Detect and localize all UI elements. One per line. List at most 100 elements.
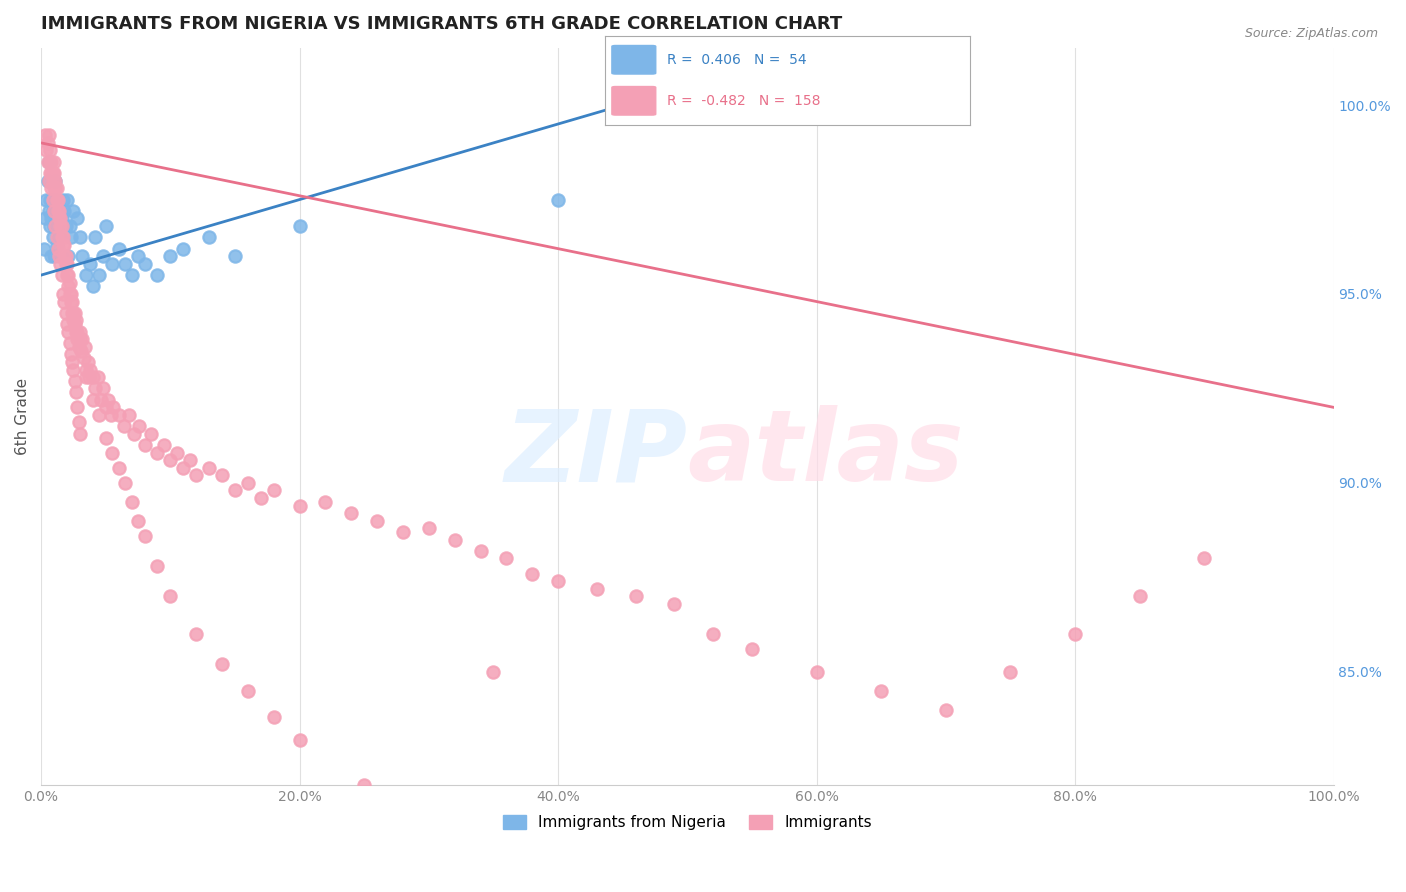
Point bbox=[134, 257, 156, 271]
Point bbox=[41, 181, 63, 195]
Text: ZIP: ZIP bbox=[505, 405, 688, 502]
Point bbox=[66, 332, 89, 346]
Point bbox=[65, 385, 87, 400]
Point bbox=[42, 230, 65, 244]
Point bbox=[59, 294, 82, 309]
Point bbox=[340, 506, 363, 520]
Point bbox=[82, 279, 104, 293]
Point bbox=[1064, 627, 1087, 641]
Point bbox=[60, 306, 83, 320]
Point bbox=[41, 166, 63, 180]
Point bbox=[42, 219, 65, 233]
Point bbox=[51, 219, 73, 233]
Point bbox=[146, 268, 169, 282]
Point bbox=[39, 154, 62, 169]
Point bbox=[121, 268, 143, 282]
Point bbox=[91, 249, 114, 263]
Point bbox=[79, 257, 101, 271]
Point bbox=[97, 392, 120, 407]
Point bbox=[77, 370, 100, 384]
Point bbox=[42, 203, 65, 218]
Point bbox=[58, 279, 80, 293]
Point bbox=[186, 468, 208, 483]
Point bbox=[42, 181, 65, 195]
Point bbox=[45, 238, 67, 252]
Point bbox=[45, 193, 67, 207]
Point bbox=[39, 219, 62, 233]
Point bbox=[637, 98, 659, 112]
Point bbox=[166, 445, 188, 459]
Point bbox=[53, 238, 76, 252]
Point bbox=[42, 249, 65, 263]
Point bbox=[49, 211, 72, 226]
Text: IMMIGRANTS FROM NIGERIA VS IMMIGRANTS 6TH GRADE CORRELATION CHART: IMMIGRANTS FROM NIGERIA VS IMMIGRANTS 6T… bbox=[41, 15, 842, 33]
Point bbox=[55, 257, 77, 271]
Point bbox=[114, 257, 136, 271]
Point bbox=[75, 268, 97, 282]
Point bbox=[198, 460, 221, 475]
Point bbox=[66, 401, 89, 415]
Point bbox=[70, 343, 93, 358]
Point bbox=[547, 574, 569, 588]
Point bbox=[44, 174, 66, 188]
Point bbox=[39, 193, 62, 207]
Point bbox=[42, 193, 65, 207]
Point bbox=[56, 268, 79, 282]
Point bbox=[48, 211, 70, 226]
Point bbox=[65, 313, 87, 327]
Point bbox=[94, 401, 117, 415]
Point bbox=[59, 230, 82, 244]
Point bbox=[58, 336, 80, 351]
Point bbox=[42, 154, 65, 169]
Point bbox=[34, 211, 56, 226]
Point bbox=[51, 211, 73, 226]
Point bbox=[38, 203, 60, 218]
Point bbox=[58, 287, 80, 301]
Point bbox=[34, 128, 56, 143]
Point bbox=[62, 203, 84, 218]
Point bbox=[52, 193, 75, 207]
Point bbox=[288, 732, 311, 747]
Point bbox=[37, 136, 59, 150]
Point bbox=[48, 249, 70, 263]
Point bbox=[418, 815, 440, 830]
Point bbox=[72, 249, 94, 263]
Text: R =  0.406   N =  54: R = 0.406 N = 54 bbox=[666, 53, 807, 67]
Point bbox=[263, 483, 285, 498]
FancyBboxPatch shape bbox=[612, 87, 655, 115]
Point bbox=[41, 249, 63, 263]
Point bbox=[107, 460, 129, 475]
Point bbox=[42, 166, 65, 180]
Point bbox=[51, 268, 73, 282]
Point bbox=[101, 257, 124, 271]
Point bbox=[58, 249, 80, 263]
Point bbox=[153, 438, 176, 452]
Point bbox=[89, 408, 111, 422]
Point bbox=[52, 230, 75, 244]
Point bbox=[82, 392, 104, 407]
Point bbox=[35, 193, 58, 207]
Point bbox=[236, 475, 259, 490]
Point bbox=[118, 408, 141, 422]
Point bbox=[44, 193, 66, 207]
Point bbox=[470, 544, 492, 558]
Point bbox=[134, 529, 156, 543]
Point bbox=[75, 362, 97, 376]
Point bbox=[45, 230, 67, 244]
Point bbox=[49, 203, 72, 218]
Point bbox=[56, 193, 79, 207]
Point bbox=[49, 257, 72, 271]
Point bbox=[75, 370, 97, 384]
Point bbox=[45, 181, 67, 195]
Point bbox=[56, 317, 79, 331]
Point bbox=[73, 351, 96, 366]
Point bbox=[51, 230, 73, 244]
Point bbox=[53, 249, 76, 263]
Point bbox=[32, 242, 55, 256]
Point bbox=[392, 524, 415, 539]
Point bbox=[59, 347, 82, 361]
Point bbox=[198, 230, 221, 244]
Point bbox=[42, 203, 65, 218]
Point bbox=[60, 355, 83, 369]
Point bbox=[101, 445, 124, 459]
